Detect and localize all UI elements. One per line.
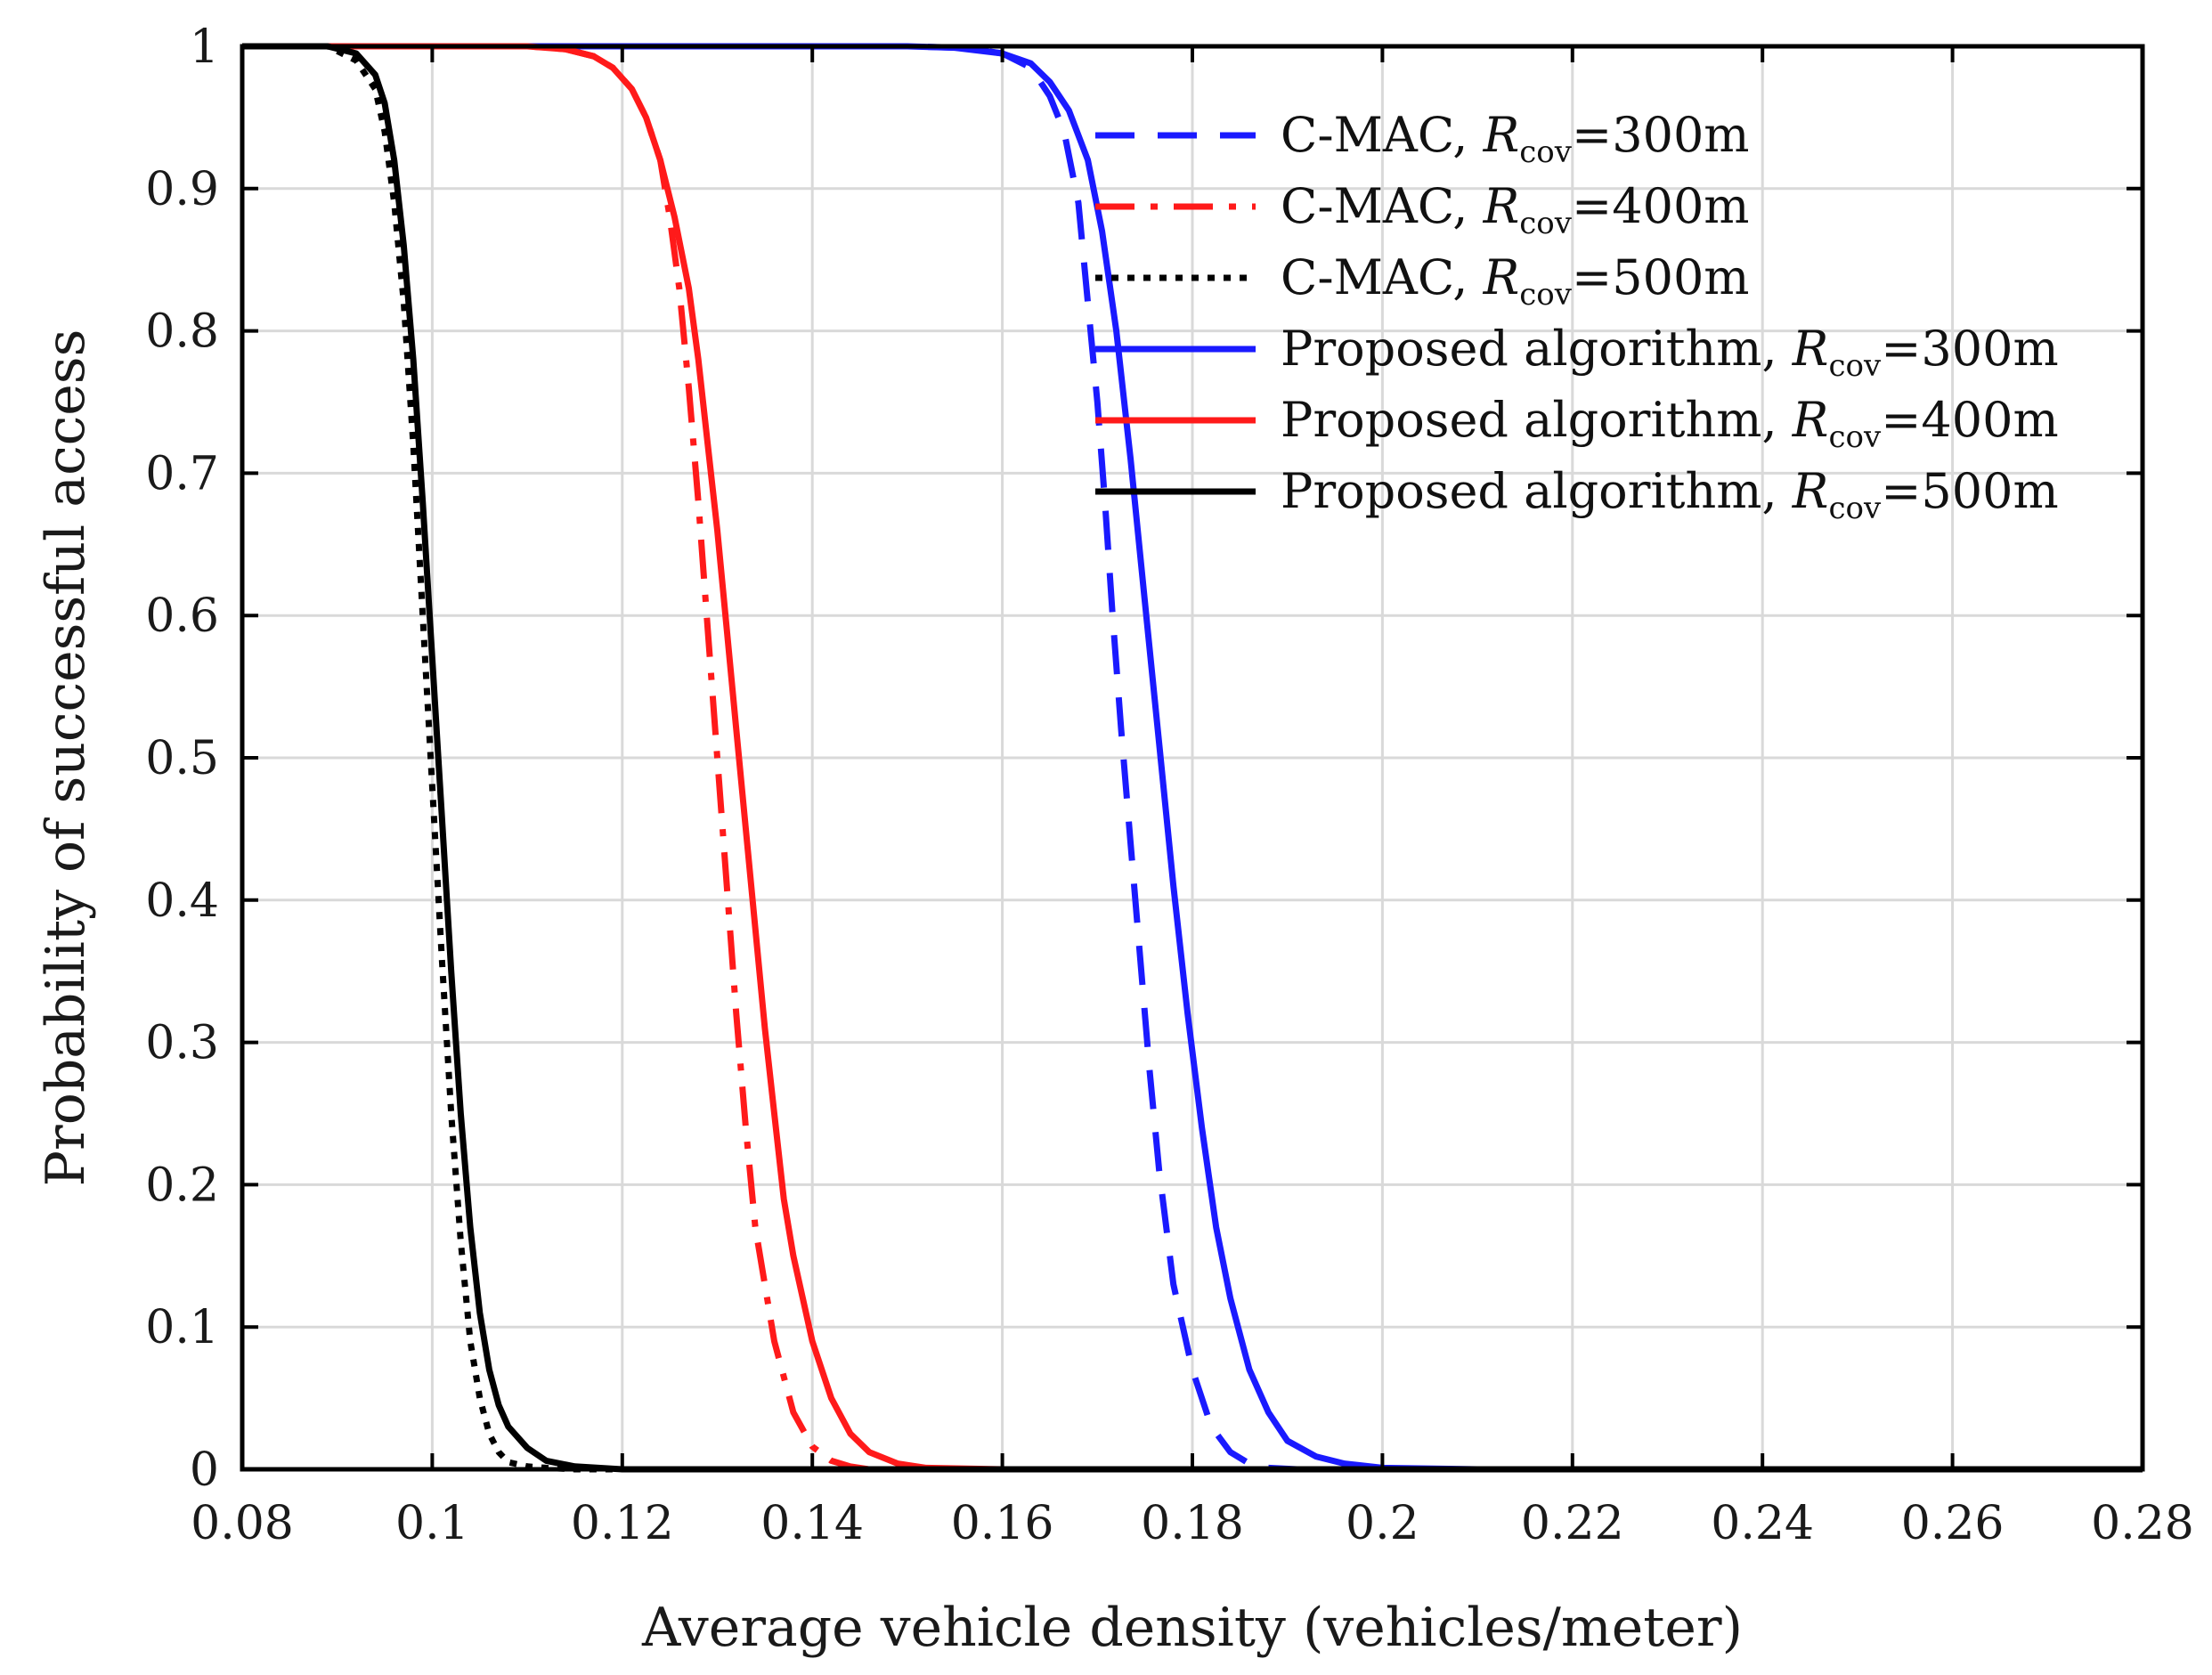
x-axis-label: Average vehicle density (vehicles/meter) (641, 1597, 1743, 1659)
series-line-5 (242, 43, 2143, 1473)
legend-label-suffix: =300m (1881, 321, 2059, 377)
legend-entry-5: Proposed algorithm, Rcov=500m (1281, 463, 2059, 526)
legend-entry-4: Proposed algorithm, Rcov=400m (1281, 392, 2059, 455)
legend-label-sub: cov (1519, 206, 1573, 241)
legend-entry-3: Proposed algorithm, Rcov=300m (1281, 321, 2059, 384)
legend-label-suffix: =300m (1572, 107, 1750, 163)
legend-label-sub: cov (1828, 348, 1882, 384)
legend-label-sub: cov (1519, 277, 1573, 313)
y-tick-label: 0 (190, 1443, 219, 1497)
legend-label-sub: cov (1828, 419, 1882, 455)
legend-label-var: R (1792, 463, 1829, 519)
legend-entry-1: C-MAC, Rcov=400m (1281, 178, 1750, 241)
y-tick-label: 0.6 (145, 590, 219, 643)
legend-entry-0: C-MAC, Rcov=300m (1281, 107, 1750, 170)
legend-label-var: R (1483, 107, 1520, 163)
x-tick-label: 0.28 (2091, 1497, 2194, 1550)
legend-label-suffix: =400m (1881, 392, 2059, 448)
y-tick-label: 0.9 (145, 163, 219, 216)
y-tick-label: 0.2 (145, 1159, 219, 1212)
y-tick-label: 0.5 (145, 732, 219, 785)
x-tick-label: 0.22 (1521, 1497, 1624, 1550)
legend-label-var: R (1792, 392, 1829, 448)
x-tick-label: 0.14 (760, 1497, 864, 1550)
y-tick-label: 1 (190, 20, 219, 74)
legend-label-sub: cov (1828, 491, 1882, 526)
x-tick-label: 0.18 (1141, 1497, 1244, 1550)
legend-label-prefix: C-MAC, (1281, 249, 1484, 305)
series-line-4 (242, 43, 2143, 1473)
legend-label-sub: cov (1519, 134, 1573, 170)
legend-label-prefix: Proposed algorithm, (1281, 321, 1793, 377)
legend-label-prefix: Proposed algorithm, (1281, 392, 1793, 448)
x-tick-label: 0.26 (1901, 1497, 2005, 1550)
legend-label-suffix: =500m (1881, 463, 2059, 519)
legend-label-prefix: C-MAC, (1281, 107, 1484, 163)
y-tick-label: 0.7 (145, 447, 219, 500)
legend-label-var: R (1483, 249, 1520, 305)
x-tick-label: 0.16 (951, 1497, 1054, 1550)
legend-label-suffix: =400m (1572, 178, 1750, 234)
legend-label-prefix: C-MAC, (1281, 178, 1484, 234)
legend-label-var: R (1792, 321, 1829, 377)
x-tick-label: 0.08 (191, 1497, 294, 1550)
legend-label-prefix: Proposed algorithm, (1281, 463, 1793, 519)
y-tick-label: 0.4 (145, 874, 219, 928)
x-tick-label: 0.12 (571, 1497, 674, 1550)
series-line-3 (242, 43, 2143, 1473)
y-tick-label: 0.3 (145, 1017, 219, 1070)
legend-label-var: R (1483, 178, 1520, 234)
y-tick-label: 0.8 (145, 305, 219, 359)
x-tick-label: 0.24 (1711, 1497, 1814, 1550)
plot-lines (242, 43, 2143, 1473)
legend-label-suffix: =500m (1572, 249, 1750, 305)
y-axis-label: Probability of successful access (35, 329, 97, 1187)
legend-entry-2: C-MAC, Rcov=500m (1281, 249, 1750, 313)
x-tick-label: 0.2 (1346, 1497, 1419, 1550)
y-tick-label: 0.1 (145, 1301, 219, 1354)
axis-ticks: 0.08 0.1 0.12 0.14 0.16 0.18 0.2 0.22 0.24 0.26 0.… (145, 20, 2194, 1550)
series-line-0 (242, 43, 2143, 1473)
x-tick-label: 0.1 (395, 1497, 469, 1550)
